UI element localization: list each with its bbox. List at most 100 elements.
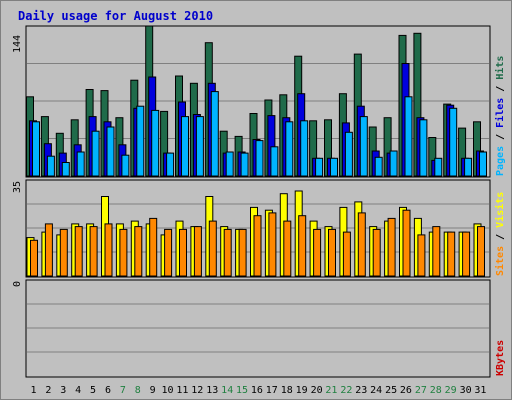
sites-bar xyxy=(223,228,232,277)
sites-bar xyxy=(59,228,68,277)
day-label: 14 xyxy=(221,385,233,396)
legend-files: Files xyxy=(494,98,506,128)
pages-bar xyxy=(240,152,249,177)
pages-bar xyxy=(449,107,458,177)
pages-bar xyxy=(61,162,70,177)
legend-sites: Sites xyxy=(494,246,506,276)
sites-bar xyxy=(372,228,381,277)
pages-bar xyxy=(434,157,443,177)
sites-bar xyxy=(447,231,456,277)
day-label: 18 xyxy=(281,385,293,396)
day-label: 13 xyxy=(206,385,218,396)
pages-bar xyxy=(270,146,279,177)
sites-bar xyxy=(30,239,38,277)
sites-bar xyxy=(357,212,366,277)
legend-sep-2: / xyxy=(495,80,506,98)
legend-kbytes: KBytes xyxy=(495,340,506,376)
day-label: 17 xyxy=(266,385,278,396)
sites-bar xyxy=(283,220,292,277)
sites-bar xyxy=(44,223,53,277)
sites-bar xyxy=(74,226,83,277)
pages-bar xyxy=(195,116,204,177)
chart-title: Daily usage for August 2010 xyxy=(18,9,213,23)
pages-bar xyxy=(285,121,294,177)
pages-bar xyxy=(479,151,487,177)
pages-bar xyxy=(151,109,160,177)
pages-bar xyxy=(315,157,324,177)
sites-bar xyxy=(119,228,128,277)
sites-bar xyxy=(313,228,322,277)
legend-hits-panel: Pages / Files / Hits xyxy=(494,56,506,176)
day-label: 23 xyxy=(355,385,367,396)
day-label: 6 xyxy=(105,385,111,396)
pages-bar xyxy=(76,151,85,177)
pages-bar xyxy=(300,120,309,177)
sites-bar xyxy=(462,231,471,277)
pages-bar xyxy=(389,150,398,177)
sites-bar xyxy=(149,217,158,277)
day-label: 24 xyxy=(370,385,382,396)
sites-bar xyxy=(238,228,247,277)
day-label: 9 xyxy=(150,385,156,396)
day-label: 5 xyxy=(90,385,96,396)
pages-bar xyxy=(136,105,145,177)
sites-bar xyxy=(298,215,307,277)
hits-ymax-label: 144 xyxy=(12,35,23,53)
sites-bar xyxy=(268,212,277,277)
legend-visits: Visits xyxy=(494,192,506,228)
day-label: 15 xyxy=(236,385,248,396)
pages-bar xyxy=(464,157,473,177)
sites-bar xyxy=(104,223,113,277)
pages-bar xyxy=(419,119,428,177)
day-label: 21 xyxy=(325,385,337,396)
kbytes-ymax-label: 0 xyxy=(12,281,23,287)
pages-bar xyxy=(255,140,264,177)
legend-sep-1: / xyxy=(495,128,506,146)
legend-sep-3: / xyxy=(495,228,506,246)
day-labels: 1 2 3 4 5 6 7 8 9 10 11 12 13 14 15 16 17 18 19 20 21 22 23 24 2… xyxy=(30,385,486,396)
day-label: 28 xyxy=(430,385,442,396)
day-label: 25 xyxy=(385,385,397,396)
day-label: 31 xyxy=(474,385,486,396)
day-label: 26 xyxy=(400,385,412,396)
day-label: 7 xyxy=(120,385,126,396)
day-label: 10 xyxy=(161,385,173,396)
pages-bar xyxy=(330,157,338,177)
sites-bar xyxy=(179,228,187,277)
sites-bar xyxy=(328,228,336,277)
day-label: 30 xyxy=(460,385,472,396)
pages-bar xyxy=(106,126,115,177)
day-label: 22 xyxy=(340,385,352,396)
sites-bar xyxy=(432,226,441,277)
pages-bar xyxy=(181,116,189,177)
pages-bar xyxy=(374,156,383,177)
sites-bar xyxy=(208,220,217,277)
day-label: 1 xyxy=(30,385,36,396)
sites-bar xyxy=(193,226,202,277)
pages-bar xyxy=(166,152,175,177)
pages-bar xyxy=(121,154,130,177)
pages-bar xyxy=(344,131,353,177)
sites-bar xyxy=(89,226,98,277)
day-label: 19 xyxy=(296,385,308,396)
legend-visits-panel: Sites / Visits xyxy=(494,192,506,276)
sites-bar xyxy=(253,215,262,277)
pages-bar xyxy=(32,121,40,177)
pages-bar xyxy=(225,151,234,177)
day-label: 20 xyxy=(311,385,323,396)
pages-bar xyxy=(210,91,219,177)
day-label: 11 xyxy=(176,385,188,396)
bars-layer xyxy=(26,25,487,277)
sites-bar xyxy=(387,217,396,277)
day-label: 2 xyxy=(45,385,51,396)
legend-hits: Hits xyxy=(494,56,506,80)
day-label: 3 xyxy=(60,385,66,396)
pages-bar xyxy=(46,155,55,177)
sites-bar xyxy=(134,226,143,277)
day-label: 27 xyxy=(415,385,427,396)
day-label: 4 xyxy=(75,385,81,396)
pages-bar xyxy=(91,130,100,177)
sites-bar xyxy=(342,231,351,277)
visits-ymax-label: 35 xyxy=(12,181,23,193)
